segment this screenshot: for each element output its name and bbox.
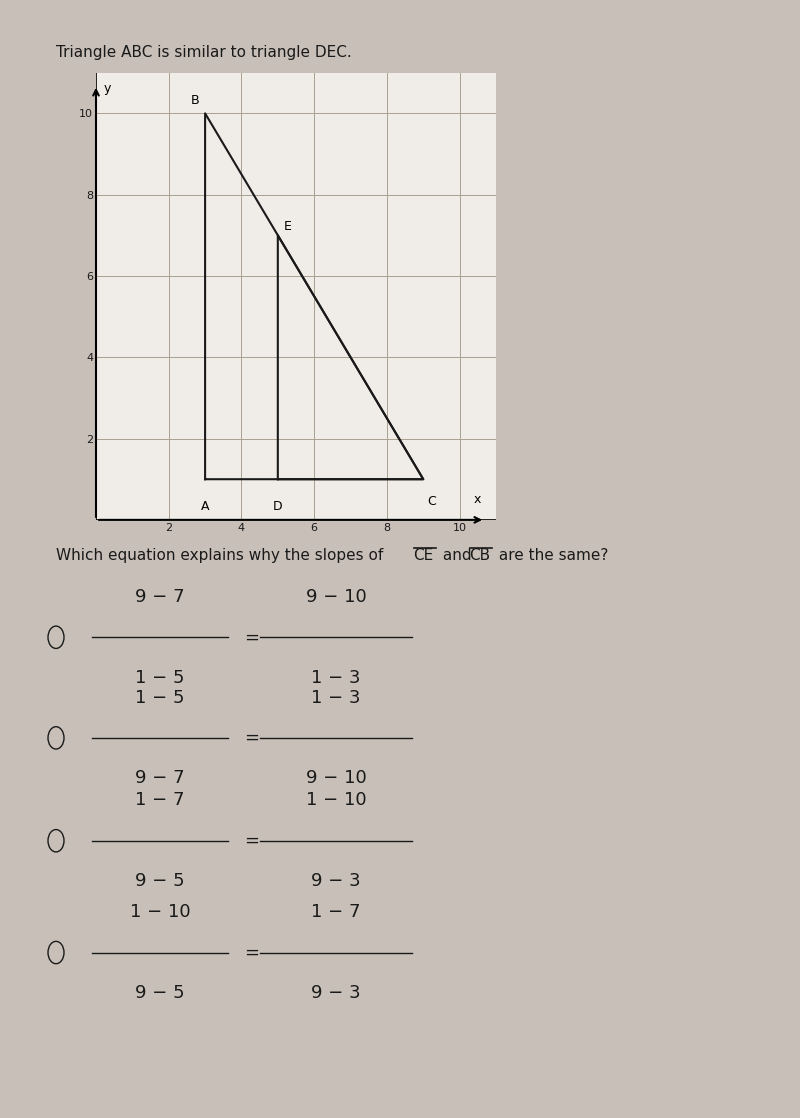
Text: y: y bbox=[103, 83, 110, 95]
Text: 1 − 10: 1 − 10 bbox=[130, 903, 190, 921]
Text: 1 − 7: 1 − 7 bbox=[135, 792, 185, 809]
Text: 1 − 3: 1 − 3 bbox=[311, 689, 361, 707]
Text: x: x bbox=[474, 493, 482, 505]
Text: =: = bbox=[245, 832, 259, 850]
Text: 9 − 10: 9 − 10 bbox=[306, 588, 366, 606]
Text: CB: CB bbox=[470, 548, 490, 562]
Text: 1 − 5: 1 − 5 bbox=[135, 689, 185, 707]
Text: B: B bbox=[191, 94, 200, 107]
Text: 9 − 5: 9 − 5 bbox=[135, 872, 185, 890]
Text: 1 − 10: 1 − 10 bbox=[306, 792, 366, 809]
Text: E: E bbox=[283, 220, 291, 234]
Text: 9 − 10: 9 − 10 bbox=[306, 769, 366, 787]
Text: 9 − 7: 9 − 7 bbox=[135, 588, 185, 606]
Text: A: A bbox=[201, 500, 210, 512]
Text: are the same?: are the same? bbox=[494, 548, 609, 562]
Text: =: = bbox=[245, 628, 259, 646]
Text: 9 − 3: 9 − 3 bbox=[311, 872, 361, 890]
Text: 1 − 3: 1 − 3 bbox=[311, 669, 361, 686]
Text: 9 − 7: 9 − 7 bbox=[135, 769, 185, 787]
Text: Triangle ABC is similar to triangle DEC.: Triangle ABC is similar to triangle DEC. bbox=[56, 45, 352, 59]
Text: 1 − 5: 1 − 5 bbox=[135, 669, 185, 686]
Text: =: = bbox=[245, 944, 259, 961]
Text: =: = bbox=[245, 729, 259, 747]
Text: Which equation explains why the slopes of: Which equation explains why the slopes o… bbox=[56, 548, 388, 562]
Text: 9 − 5: 9 − 5 bbox=[135, 984, 185, 1002]
Text: D: D bbox=[273, 500, 282, 512]
Text: 9 − 3: 9 − 3 bbox=[311, 984, 361, 1002]
Text: CE: CE bbox=[414, 548, 434, 562]
Text: 1 − 7: 1 − 7 bbox=[311, 903, 361, 921]
Text: C: C bbox=[427, 495, 436, 509]
Text: and: and bbox=[438, 548, 477, 562]
